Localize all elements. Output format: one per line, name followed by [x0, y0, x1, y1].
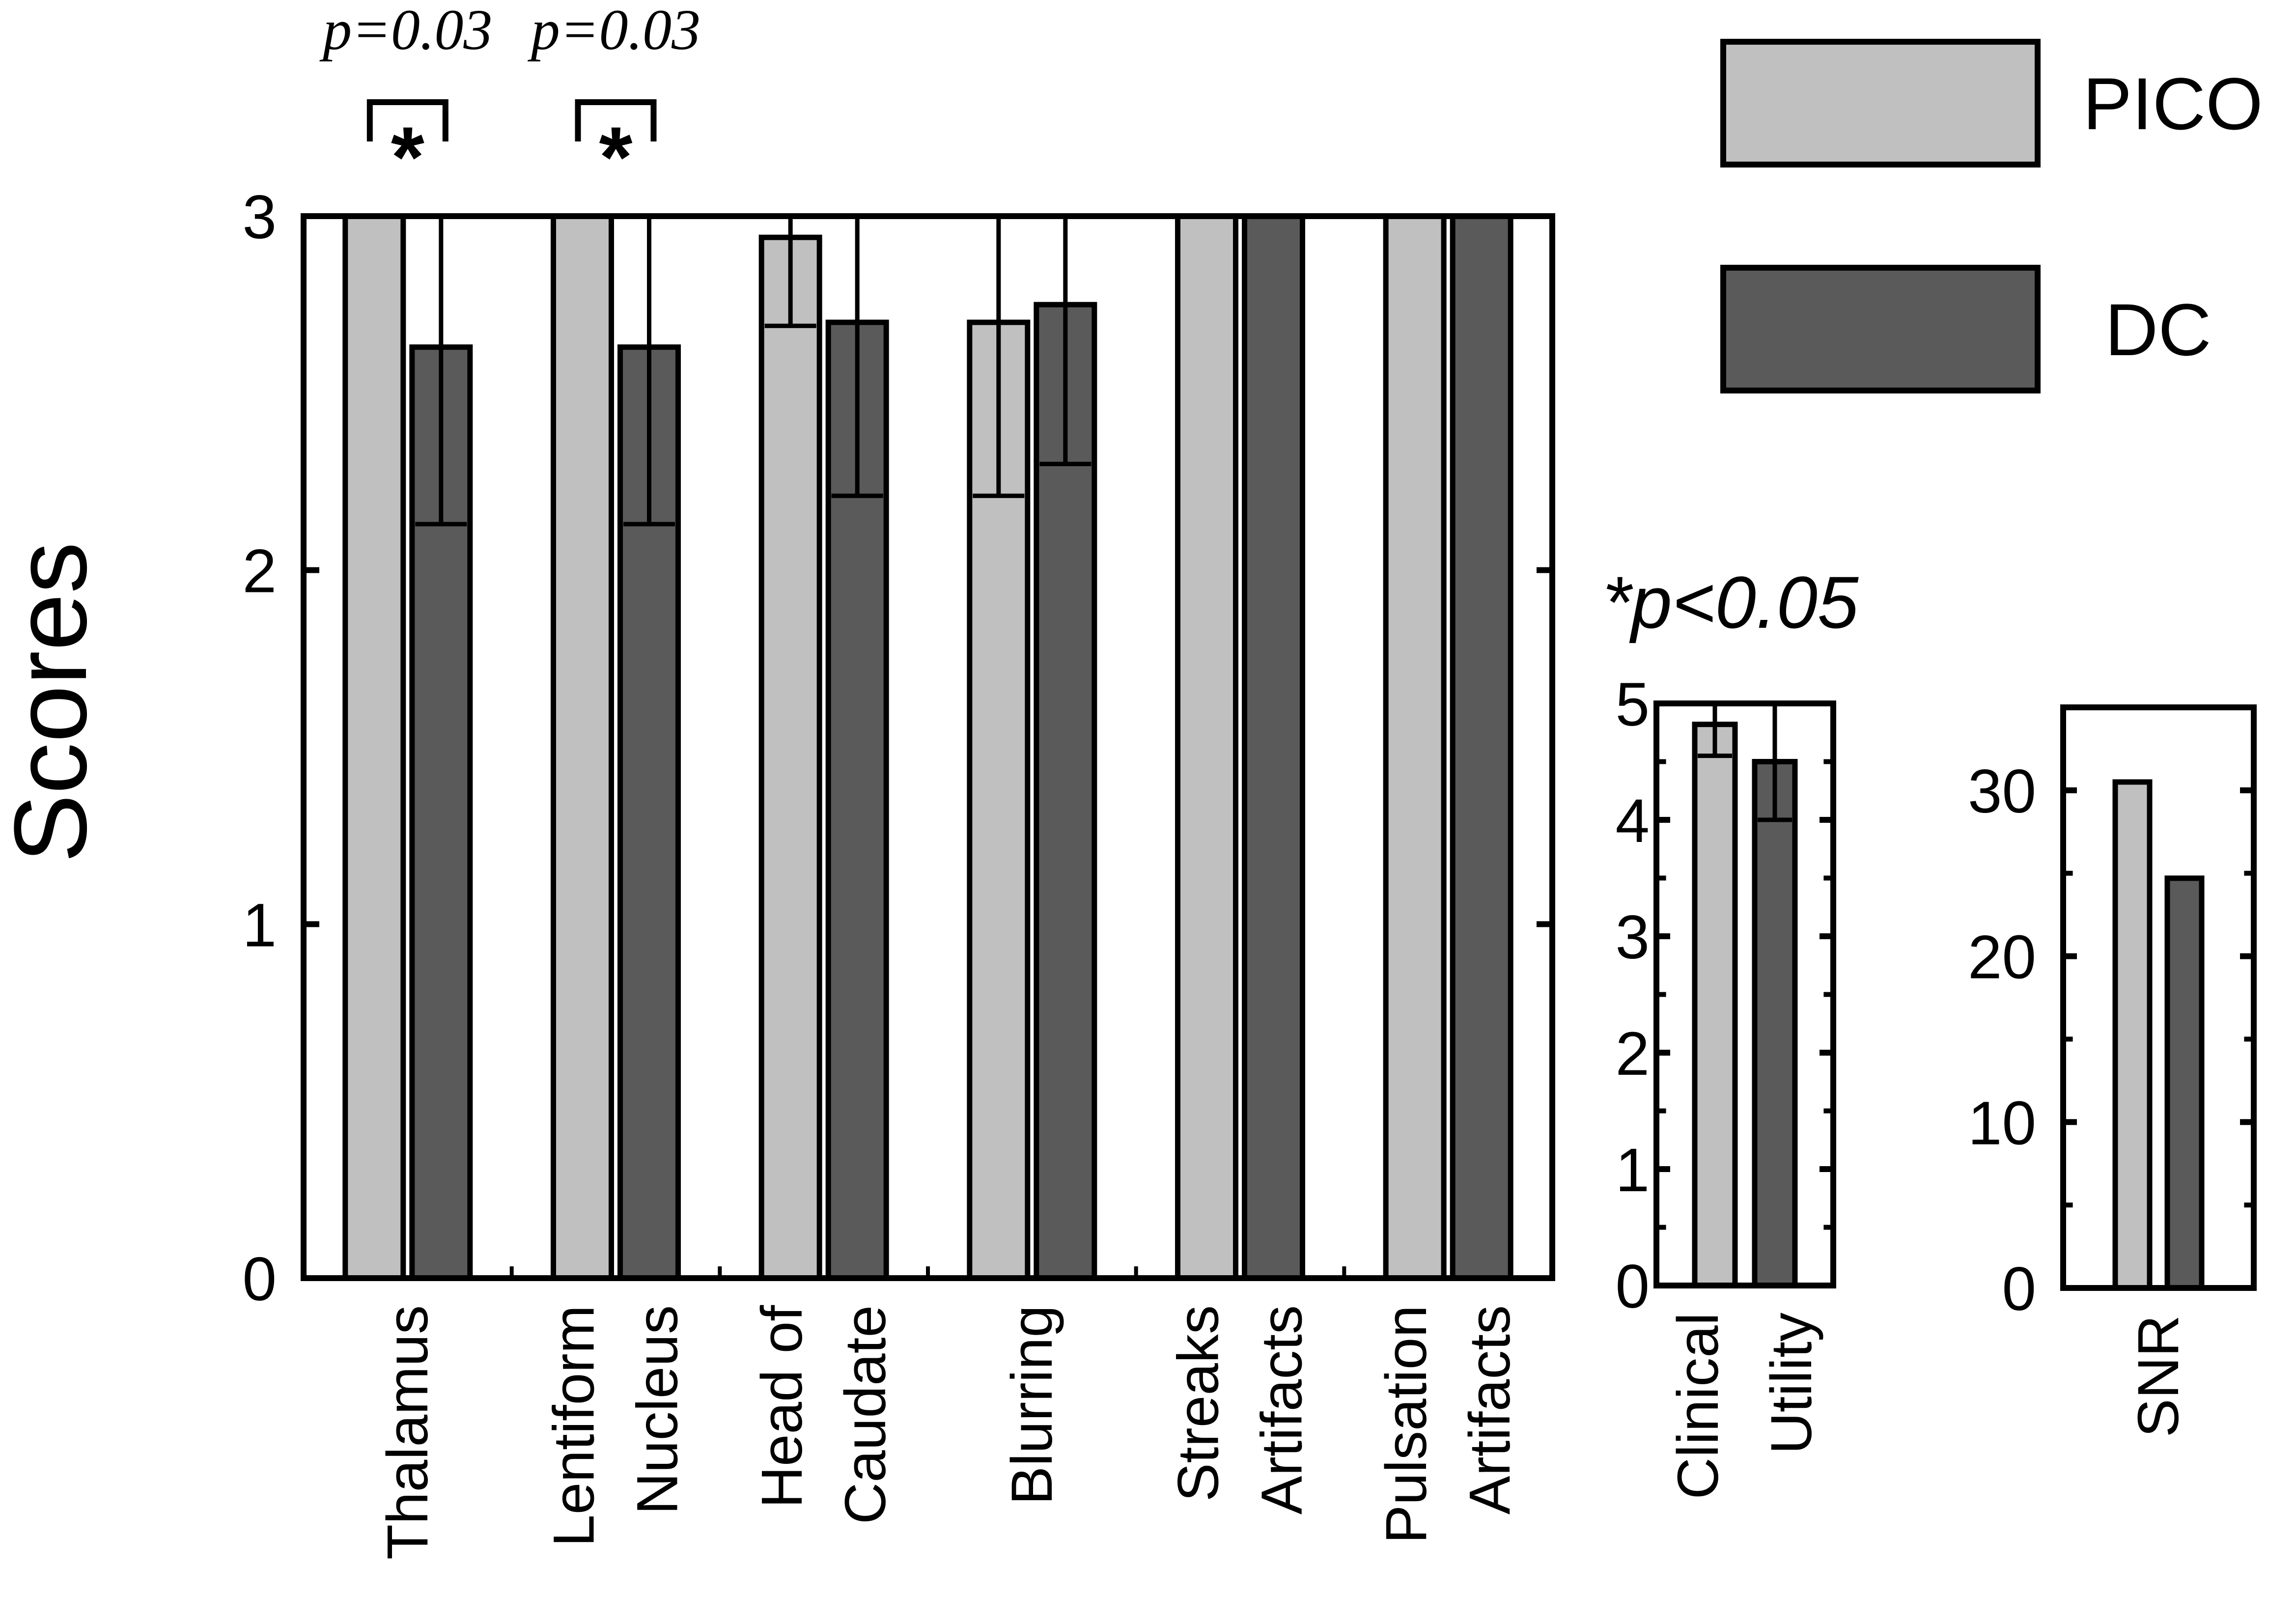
snr-chart: 0 10 20 30 SNR [1968, 704, 2257, 1437]
ytick-label: 0 [242, 1245, 277, 1314]
bar-pico-0 [1692, 722, 1738, 1288]
category-label: Head of [750, 1305, 814, 1509]
ytick-label: 5 [1615, 671, 1650, 739]
bar-pico-0 [342, 213, 406, 1281]
plot-area [304, 216, 1552, 1278]
category-label: Artifacts [1250, 1305, 1315, 1514]
bar-dc-0 [1752, 759, 1798, 1288]
bar-pico-5 [1383, 213, 1447, 1281]
significance-note: *p<0.05 [1602, 561, 1859, 643]
ytick-label: 20 [1968, 923, 2036, 992]
category-label: Lentiform [542, 1305, 607, 1547]
ytick-label: 1 [242, 891, 277, 959]
legend-label-dc: DC [2105, 288, 2212, 371]
ytick-label: 3 [242, 183, 277, 252]
bar-pico-1 [551, 213, 614, 1281]
significance-star: * [391, 110, 424, 205]
category-label: Streaks [1166, 1305, 1231, 1502]
category-label: Pulsation [1374, 1305, 1439, 1543]
p-value-label: p=0.03 [319, 0, 492, 62]
category-label: Nucleus [625, 1305, 690, 1514]
category-label: Utility [1759, 1313, 1824, 1454]
ytick-label: 3 [1615, 903, 1650, 972]
bar-dc-0 [2164, 875, 2205, 1291]
ytick-label: 4 [1615, 787, 1650, 855]
significance-bracket-1: * [575, 99, 657, 205]
legend-swatch-pico [1720, 39, 2041, 168]
bar-dc-4 [1242, 213, 1305, 1281]
category-label: Thalamus [375, 1305, 440, 1560]
category-label: Caudate [833, 1305, 898, 1524]
bar-dc-5 [1450, 213, 1513, 1281]
significance-star: * [599, 110, 632, 205]
plot-area [2063, 707, 2254, 1288]
bar-pico-4 [1175, 213, 1238, 1281]
ytick-label: 0 [2002, 1255, 2036, 1323]
ytick-label: 10 [1968, 1089, 2036, 1157]
category-label: Blurring [1000, 1305, 1064, 1505]
legend: PICO DC [1720, 39, 2263, 393]
main-chart: 0 1 2 3 Thalamus Lentiform Nucleus Head of Cauda… [0, 0, 1555, 1560]
legend-swatch-dc [1720, 265, 2041, 393]
ytick-label: 30 [1968, 757, 2036, 826]
legend-label-pico: PICO [2083, 62, 2263, 145]
clinical-utility-chart: 0 1 2 3 4 5 Clinical Utility [1615, 671, 1836, 1499]
ytick-label: 1 [1615, 1136, 1650, 1204]
plot-area [1656, 703, 1833, 1286]
significance-bracket-0: * [366, 99, 448, 205]
y-axis-label: Scores [0, 542, 108, 863]
ytick-label: 2 [242, 537, 277, 606]
category-label: Clinical [1666, 1313, 1731, 1499]
category-label: SNR [2126, 1315, 2191, 1437]
bar-pico-2 [758, 234, 822, 1281]
ytick-label: 0 [1615, 1253, 1650, 1321]
category-label: Artifacts [1457, 1305, 1522, 1514]
p-value-label: p=0.03 [528, 0, 700, 62]
axes-frame [2060, 704, 2257, 1291]
bar-pico-0 [2112, 779, 2153, 1291]
ytick-label: 2 [1615, 1020, 1650, 1088]
